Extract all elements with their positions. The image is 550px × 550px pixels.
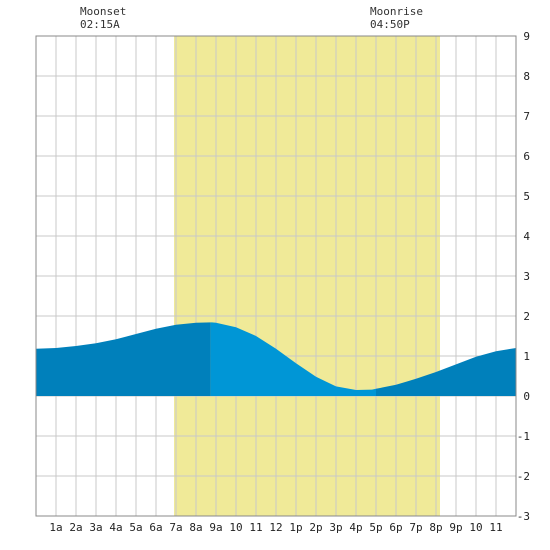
y-tick-label: 9 — [523, 30, 530, 43]
x-tick-label: 5p — [369, 521, 382, 534]
x-tick-label: 1a — [49, 521, 62, 534]
x-tick-label: 12 — [269, 521, 282, 534]
y-tick-labels: 9 8 7 6 5 4 3 2 1 0 -1 -2 -3 — [517, 30, 531, 523]
tide-area-rising-evening — [376, 348, 516, 396]
moonset-annotation: Moonset 02:15A — [80, 5, 126, 31]
x-tick-label: 10 — [229, 521, 242, 534]
y-tick-label: 4 — [523, 230, 530, 243]
x-tick-label: 7a — [169, 521, 182, 534]
x-tick-label: 6a — [149, 521, 162, 534]
x-tick-labels: 1a 2a 3a 4a 5a 6a 7a 8a 9a 10 11 12 1p 2p 3p 4p 5p 6p 7p 8p… — [49, 521, 502, 534]
x-tick-label: 9a — [209, 521, 222, 534]
x-tick-label: 4p — [349, 521, 362, 534]
moonrise-label: Moonrise — [370, 5, 423, 18]
y-tick-label: 3 — [523, 270, 530, 283]
y-tick-label: 7 — [523, 110, 530, 123]
y-tick-label: 2 — [523, 310, 530, 323]
y-tick-label: -2 — [517, 470, 530, 483]
x-tick-label: 2p — [309, 521, 322, 534]
moonset-time: 02:15A — [80, 18, 120, 31]
plot-frame — [35, 35, 517, 517]
tide-area-layer — [36, 322, 516, 396]
y-tick-label: -3 — [517, 510, 530, 523]
x-tick-label: 4a — [109, 521, 122, 534]
y-tick-label: -1 — [517, 430, 530, 443]
y-tick-label: 1 — [523, 350, 530, 363]
moonrise-time: 04:50P — [370, 18, 410, 31]
y-tick-label: 8 — [523, 70, 530, 83]
tide-area-falling — [210, 322, 376, 396]
x-tick-label: 1p — [289, 521, 302, 534]
moonset-label: Moonset — [80, 5, 127, 18]
x-tick-label: 7p — [409, 521, 422, 534]
moonrise-annotation: Moonrise 04:50P — [370, 5, 423, 31]
x-tick-label: 10 — [469, 521, 482, 534]
x-tick-label: 6p — [389, 521, 402, 534]
y-tick-label: 6 — [523, 150, 530, 163]
y-tick-label: 0 — [523, 390, 530, 403]
x-tick-label: 8p — [429, 521, 442, 534]
x-tick-label: 3a — [89, 521, 102, 534]
tide-area-rising — [36, 322, 211, 396]
x-tick-label: 5a — [129, 521, 142, 534]
x-tick-label: 3p — [329, 521, 342, 534]
x-tick-label: 9p — [449, 521, 462, 534]
x-tick-label: 2a — [69, 521, 82, 534]
x-tick-label: 11 — [249, 521, 262, 534]
x-tick-label: 11 — [489, 521, 502, 534]
x-tick-label: 8a — [189, 521, 202, 534]
grid-layer — [36, 36, 516, 516]
y-tick-label: 5 — [523, 190, 530, 203]
